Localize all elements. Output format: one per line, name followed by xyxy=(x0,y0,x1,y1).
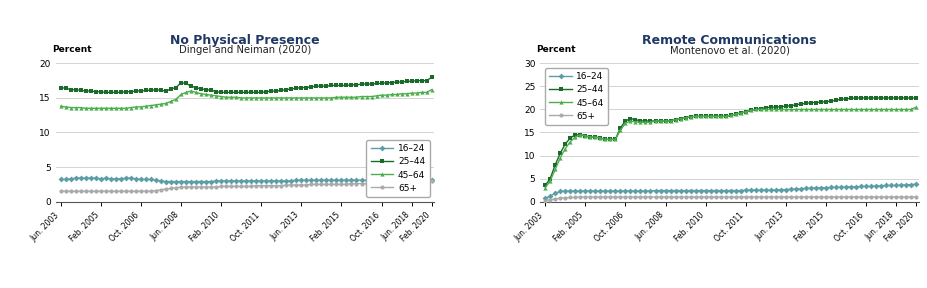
Legend: 16–24, 25–44, 45–64, 65+: 16–24, 25–44, 45–64, 65+ xyxy=(544,68,607,125)
45–64 xyxy=(340,96,351,99)
Line: 25–44: 25–44 xyxy=(542,96,918,187)
65+ xyxy=(386,181,397,184)
25–44 xyxy=(100,91,111,94)
25–44 xyxy=(425,75,437,79)
16–24 xyxy=(70,176,82,180)
65+ xyxy=(350,182,362,185)
45–64 xyxy=(569,135,580,139)
Line: 65+: 65+ xyxy=(58,179,433,193)
16–24 xyxy=(844,185,856,189)
Line: 45–64: 45–64 xyxy=(542,105,918,190)
65+ xyxy=(824,195,835,199)
Line: 65+: 65+ xyxy=(542,195,918,203)
45–64 xyxy=(356,95,367,98)
65+ xyxy=(840,195,851,199)
65+ xyxy=(569,196,580,199)
25–44 xyxy=(819,100,831,103)
45–64 xyxy=(390,93,401,96)
65+ xyxy=(849,195,860,199)
25–44 xyxy=(909,96,921,100)
45–64 xyxy=(90,107,101,110)
16–24 xyxy=(425,179,437,182)
65+ xyxy=(346,182,357,185)
45–64 xyxy=(830,108,841,111)
Text: Montenovo et al. (2020): Montenovo et al. (2020) xyxy=(668,46,789,55)
25–44 xyxy=(540,184,551,187)
25–44 xyxy=(830,98,841,102)
65+ xyxy=(540,199,551,202)
Line: 16–24: 16–24 xyxy=(58,176,433,184)
25–44 xyxy=(844,97,856,100)
16–24 xyxy=(540,197,551,200)
65+ xyxy=(909,195,921,199)
25–44 xyxy=(390,80,401,84)
16–24 xyxy=(830,185,841,189)
Title: Remote Communications: Remote Communications xyxy=(641,34,816,47)
25–44 xyxy=(340,84,351,87)
Text: Percent: Percent xyxy=(52,46,92,54)
16–24 xyxy=(569,189,580,193)
16–24 xyxy=(361,179,372,182)
25–44 xyxy=(569,133,580,137)
45–64 xyxy=(870,108,881,111)
16–24 xyxy=(55,178,66,181)
25–44 xyxy=(350,83,362,86)
45–64 xyxy=(909,105,921,109)
45–64 xyxy=(819,108,831,111)
45–64 xyxy=(844,108,856,111)
16–24 xyxy=(870,184,881,188)
16–24 xyxy=(834,185,845,189)
25–44 xyxy=(849,96,860,100)
Title: No Physical Presence: No Physical Presence xyxy=(170,34,320,47)
Text: Dingel and Neiman (2020): Dingel and Neiman (2020) xyxy=(179,46,311,55)
16–24 xyxy=(160,180,171,183)
25–44 xyxy=(356,82,367,86)
65+ xyxy=(336,183,347,186)
25–44 xyxy=(365,82,376,86)
65+ xyxy=(574,195,585,199)
16–24 xyxy=(396,179,407,182)
45–64 xyxy=(834,108,845,111)
16–24 xyxy=(90,176,101,180)
45–64 xyxy=(80,107,91,110)
Line: 16–24: 16–24 xyxy=(542,182,918,200)
16–24 xyxy=(819,186,831,190)
65+ xyxy=(874,195,885,199)
65+ xyxy=(834,195,845,199)
Line: 25–44: 25–44 xyxy=(58,75,433,94)
Legend: 16–24, 25–44, 45–64, 65+: 16–24, 25–44, 45–64, 65+ xyxy=(366,140,429,197)
Line: 45–64: 45–64 xyxy=(58,88,433,110)
16–24 xyxy=(371,179,382,182)
25–44 xyxy=(834,98,845,101)
45–64 xyxy=(425,88,437,91)
45–64 xyxy=(350,96,362,99)
65+ xyxy=(55,190,66,193)
45–64 xyxy=(55,105,66,108)
65+ xyxy=(425,179,437,183)
65+ xyxy=(361,182,372,185)
Text: Percent: Percent xyxy=(536,46,576,54)
16–24 xyxy=(356,179,367,182)
65+ xyxy=(85,190,96,193)
16–24 xyxy=(909,182,921,186)
45–64 xyxy=(365,95,376,98)
16–24 xyxy=(346,179,357,182)
25–44 xyxy=(85,89,96,93)
25–44 xyxy=(55,86,66,89)
45–64 xyxy=(540,186,551,190)
25–44 xyxy=(874,96,885,100)
